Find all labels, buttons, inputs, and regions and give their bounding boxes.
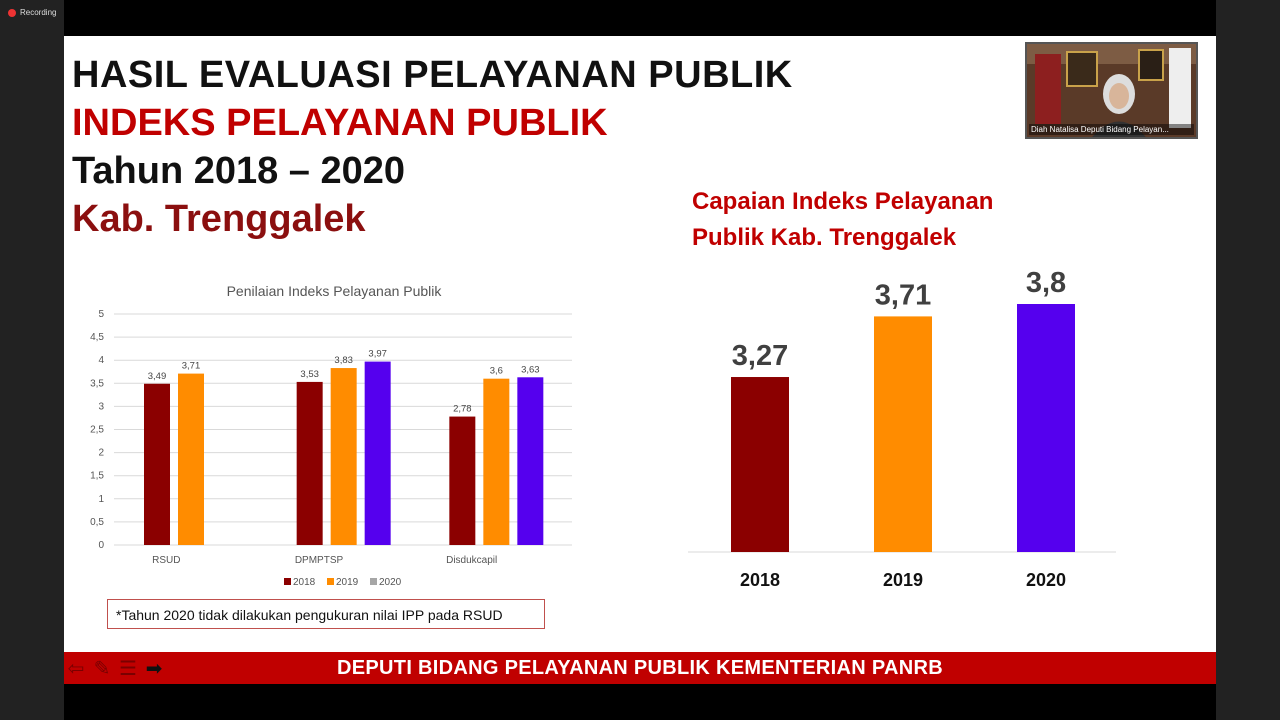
bar-value-label: 3,53 — [300, 369, 319, 380]
x-category-label: RSUD — [152, 555, 180, 566]
recording-dot-icon — [8, 8, 16, 17]
bar-2018 — [449, 416, 476, 545]
legend-swatch — [327, 578, 334, 585]
webcam-thumbnail[interactable]: Diah Natalisa Deputi Bidang Pelayan... — [1025, 42, 1198, 139]
legend-swatch — [370, 578, 377, 585]
x-category-label: 2020 — [1026, 570, 1066, 590]
y-tick-label: 3,5 — [90, 378, 104, 389]
x-category-label: DPMPTSP — [295, 555, 344, 566]
footer-text: DEPUTI BIDANG PELAYANAN PUBLIK KEMENTERI… — [337, 657, 943, 679]
webcam-video — [1027, 44, 1196, 137]
bar-2019 — [874, 316, 932, 552]
slide-years: Tahun 2018 – 2020 — [72, 150, 406, 192]
bar-value-label: 2,78 — [453, 404, 472, 415]
bar-value-label: 3,83 — [334, 355, 353, 366]
x-category-label: 2018 — [740, 570, 780, 590]
bar-value-label: 3,97 — [368, 349, 387, 360]
top-black-bar — [64, 0, 1216, 36]
slide-footer: DEPUTI BIDANG PELAYANAN PUBLIK KEMENTERI… — [64, 652, 1216, 684]
bar-value-label: 3,6 — [490, 366, 503, 377]
right-chart-title: Capaian Indeks Pelayanan Publik Kab. Tre… — [692, 184, 993, 256]
right-chart-title-line1: Capaian Indeks Pelayanan — [692, 188, 994, 215]
left-chart-title: Penilaian Indeks Pelayanan Publik — [227, 283, 443, 299]
bar-2020 — [1017, 304, 1075, 552]
slide-title: HASIL EVALUASI PELAYANAN PUBLIK — [72, 54, 793, 96]
bar-value-label: 3,27 — [732, 340, 788, 372]
previous-slide-arrow-icon[interactable]: ⇦ — [67, 657, 85, 680]
slide-menu-icon[interactable]: ☰ — [119, 657, 137, 680]
y-tick-label: 2 — [98, 448, 104, 459]
y-tick-label: 2,5 — [90, 425, 104, 436]
bar-value-label: 3,8 — [1026, 267, 1066, 299]
bar-2020 — [364, 361, 391, 545]
bar-2019 — [178, 373, 204, 545]
right-chart-title-line2: Publik Kab. Trenggalek — [692, 224, 957, 251]
bar-value-label: 3,63 — [521, 364, 540, 375]
x-category-label: 2019 — [883, 570, 923, 590]
footnote: *Tahun 2020 tidak dilakukan pengukuran n… — [107, 599, 545, 629]
bar-2018 — [731, 377, 789, 552]
bar-2018 — [144, 383, 170, 545]
webcam-participant-name: Diah Natalisa Deputi Bidang Pelayan... — [1029, 124, 1194, 135]
recording-indicator: Recording — [8, 8, 56, 17]
right-panel — [1216, 0, 1280, 720]
legend-label: 2019 — [336, 577, 359, 588]
legend-label: 2018 — [293, 577, 316, 588]
y-tick-label: 5 — [98, 309, 104, 320]
bar-value-label: 3,71 — [182, 361, 201, 372]
bar-value-label: 3,49 — [148, 371, 167, 382]
y-tick-label: 1,5 — [90, 471, 104, 482]
y-tick-label: 0,5 — [90, 517, 104, 528]
bar-2020 — [517, 377, 544, 545]
y-tick-label: 1 — [98, 494, 104, 505]
bottom-black-bar — [64, 684, 1216, 720]
bar-2018 — [296, 381, 323, 545]
recording-label: Recording — [20, 8, 57, 17]
slide-subtitle: INDEKS PELAYANAN PUBLIK — [72, 102, 608, 144]
right-bar-chart: 3,27 2018 3,71 2019 3,8 2020 — [688, 267, 1116, 590]
y-tick-label: 4,5 — [90, 332, 104, 343]
next-slide-arrow-icon[interactable]: ➡ — [145, 657, 163, 680]
x-category-label: Disdukcapil — [446, 555, 497, 566]
y-tick-label: 0 — [98, 540, 104, 551]
left-bar-chart: Penilaian Indeks Pelayanan Publik 0 0,5 1 1,… — [90, 283, 572, 588]
bar-value-label: 3,71 — [875, 279, 931, 311]
bar-2019 — [330, 368, 357, 545]
pen-icon[interactable]: ✎ — [93, 657, 111, 680]
legend-swatch — [284, 578, 291, 585]
y-tick-label: 4 — [98, 355, 104, 366]
bar-2019 — [483, 378, 510, 545]
left-panel: Recording — [0, 0, 64, 720]
slide-region: Kab. Trenggalek — [72, 198, 366, 240]
y-tick-label: 3 — [98, 401, 104, 412]
legend-label: 2020 — [379, 577, 402, 588]
presentation-slide: HASIL EVALUASI PELAYANAN PUBLIK INDEKS P… — [64, 36, 1216, 684]
